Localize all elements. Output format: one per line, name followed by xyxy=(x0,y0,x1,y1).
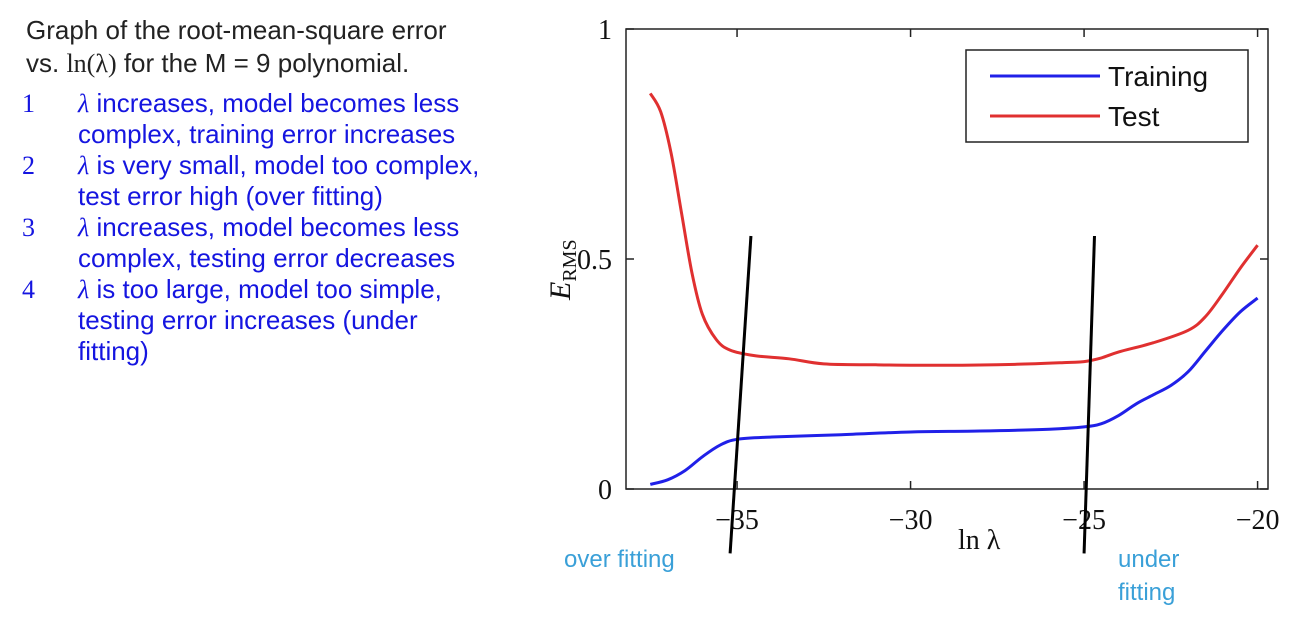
explanation-list: 1 λ increases, model becomes less complex… xyxy=(22,88,482,367)
annotation-under-fitting: under fitting xyxy=(1118,543,1179,609)
intro-line-1: Graph of the root-mean-square error xyxy=(26,15,447,45)
y-axis-label-main: E xyxy=(544,282,577,301)
annotation-under-line-2: fitting xyxy=(1118,579,1176,606)
item-number: 3 xyxy=(22,213,35,242)
marker-lines xyxy=(728,235,1096,554)
item-text: is too large, model too simple, testing … xyxy=(78,274,442,366)
explanation-item-2: 2 λ is very small, model too complex, tes… xyxy=(22,150,482,212)
item-number: 4 xyxy=(22,275,35,304)
intro-line-2-prefix: vs. xyxy=(26,48,67,78)
y-tick-label: 0 xyxy=(598,475,612,506)
legend-box xyxy=(965,49,1249,143)
marker-line-under-fitting xyxy=(1082,235,1096,554)
intro-line-2: vs. ln(λ) for the M = 9 polynomial. xyxy=(26,47,566,80)
series-line-test xyxy=(648,92,1259,367)
x-tick-label: −20 xyxy=(1236,505,1280,536)
legend-label-test: Test xyxy=(1108,101,1160,132)
y-axis-label: ERMS xyxy=(544,239,581,301)
x-tick-label: −30 xyxy=(889,505,933,536)
marker-line-over-fitting xyxy=(728,235,753,554)
item-text: increases, model becomes less complex, t… xyxy=(78,212,460,273)
item-text: is very small, model too complex, test e… xyxy=(78,150,480,211)
lambda-symbol: λ xyxy=(78,151,90,180)
legend: Training Test xyxy=(965,49,1249,143)
lambda-symbol: λ xyxy=(78,213,90,242)
x-tick-label: −35 xyxy=(715,505,759,536)
item-number: 2 xyxy=(22,151,35,180)
lambda-symbol: λ xyxy=(78,275,90,304)
lambda-symbol: λ xyxy=(78,89,90,118)
series-layer xyxy=(648,92,1259,486)
explanation-item-1: 1 λ increases, model becomes less complex… xyxy=(22,88,482,150)
explanation-item-4: 4 λ is too large, model too simple, testi… xyxy=(22,274,482,367)
item-number: 1 xyxy=(22,89,35,118)
legend-label-training: Training xyxy=(1108,61,1208,92)
intro-line-2-suffix: for the M = 9 polynomial. xyxy=(116,48,410,78)
y-axis-label-sub: RMS xyxy=(559,239,581,281)
annotation-under-line-1: under xyxy=(1118,546,1180,573)
explanation-item-3: 3 λ increases, model becomes less complex… xyxy=(22,212,482,274)
intro-math-ln-lambda: ln(λ) xyxy=(66,49,117,78)
y-tick-label: 1 xyxy=(598,15,612,46)
x-axis-label: ln λ xyxy=(958,525,1001,556)
intro-text: Graph of the root-mean-square error vs. … xyxy=(26,14,566,80)
series-line-training xyxy=(649,296,1259,486)
annotation-over-fitting: over fitting xyxy=(564,546,675,573)
item-text: increases, model becomes less complex, t… xyxy=(78,88,460,149)
y-tick-label: 0.5 xyxy=(577,245,612,276)
